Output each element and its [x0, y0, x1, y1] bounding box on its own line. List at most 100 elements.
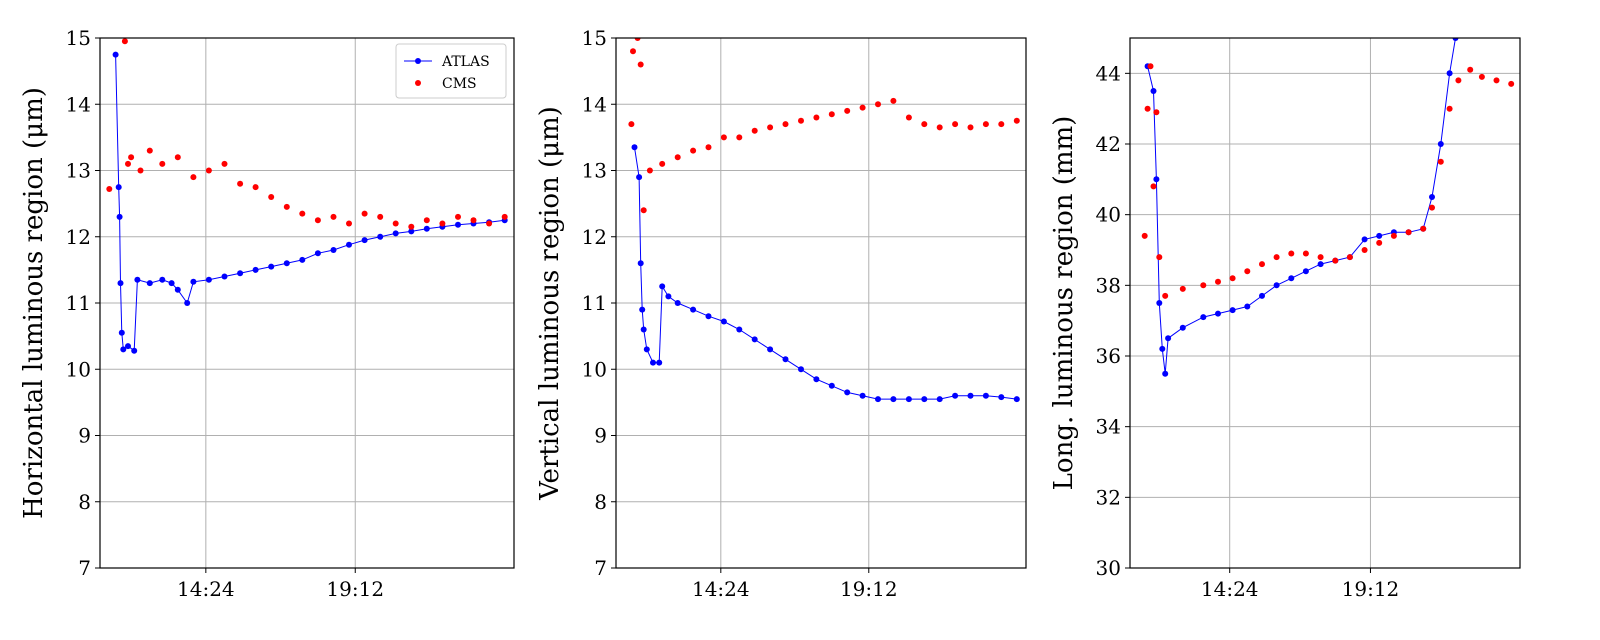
- x-tick-label: 19:12: [1342, 577, 1400, 601]
- chart-panel-1: 7 8 9 10 11 12 13 14 15 14:24 19:12 Horizontal lumi…: [19, 26, 515, 601]
- data-point-cms: [439, 220, 446, 227]
- data-point-atlas: [346, 241, 352, 248]
- data-point-cms: [859, 104, 866, 111]
- data-point-cms: [299, 210, 306, 217]
- data-point-atlas: [330, 247, 337, 253]
- data-point-atlas: [650, 359, 656, 366]
- data-point-atlas: [221, 273, 228, 280]
- data-point-atlas: [1429, 194, 1435, 200]
- data-point-cms: [408, 223, 415, 230]
- data-point-cms: [637, 61, 644, 68]
- y-tick-label: 38: [1096, 273, 1121, 297]
- data-point-atlas: [890, 396, 897, 403]
- data-point-atlas: [1179, 324, 1186, 331]
- data-point-cms: [828, 111, 835, 118]
- data-point-cms: [936, 124, 943, 131]
- data-point-cms: [1332, 257, 1339, 264]
- y-tick-label: 12: [66, 225, 91, 249]
- data-point-cms: [221, 160, 228, 167]
- data-point-atlas: [252, 266, 259, 273]
- data-point-atlas: [659, 283, 666, 290]
- data-point-atlas: [921, 396, 928, 403]
- data-point-cms: [982, 121, 989, 128]
- data-point-cms: [628, 121, 635, 128]
- data-point-cms: [659, 160, 666, 167]
- data-point-atlas: [736, 326, 743, 333]
- data-point-cms: [630, 48, 636, 55]
- x-tick-label: 19:12: [326, 577, 384, 601]
- data-point-atlas: [134, 276, 141, 283]
- y-tick-label: 8: [78, 490, 91, 514]
- data-point-cms: [121, 38, 128, 45]
- data-point-cms: [1302, 250, 1309, 257]
- legend-marker: [415, 80, 421, 86]
- y-tick-label: 15: [66, 26, 91, 50]
- data-point-cms: [205, 167, 212, 174]
- data-point-cms: [159, 160, 166, 167]
- series-cms: [106, 38, 508, 230]
- y-tick-label: 40: [1096, 203, 1121, 227]
- data-point-cms: [998, 121, 1005, 128]
- data-point-atlas: [643, 346, 650, 353]
- plot-frame: [1129, 37, 1521, 569]
- y-tick-label: 9: [594, 424, 607, 448]
- data-point-cms: [1288, 250, 1295, 257]
- data-point-atlas: [782, 356, 789, 363]
- y-axis-label: Long. luminous region (mm): [1049, 116, 1079, 491]
- x-tick-label: 14:24: [692, 577, 750, 601]
- y-tick-label: 9: [78, 424, 91, 448]
- data-point-cms: [952, 121, 959, 128]
- y-tick-label: 11: [582, 291, 607, 315]
- data-point-atlas: [798, 366, 804, 373]
- data-point-cms: [1150, 183, 1157, 190]
- data-point-cms: [690, 147, 697, 154]
- y-tick-label: 14: [66, 92, 91, 116]
- series-atlas: [112, 51, 508, 354]
- data-point-atlas: [120, 346, 127, 353]
- data-point-atlas: [690, 306, 697, 313]
- data-point-atlas: [283, 260, 290, 267]
- data-point-cms: [1478, 73, 1485, 80]
- data-point-cms: [392, 220, 399, 227]
- data-point-atlas: [637, 260, 644, 267]
- data-point-atlas: [146, 280, 153, 287]
- data-point-atlas: [1317, 261, 1324, 268]
- data-point-cms: [967, 124, 974, 131]
- data-point-atlas: [174, 286, 181, 293]
- data-point-cms: [1361, 247, 1368, 253]
- data-point-atlas: [1159, 345, 1166, 352]
- data-point-cms: [736, 134, 743, 141]
- data-point-cms: [314, 217, 321, 224]
- data-point-cms: [1346, 254, 1353, 261]
- data-point-cms: [1455, 77, 1462, 84]
- data-point-cms: [646, 167, 653, 174]
- y-tick-label: 44: [1096, 61, 1121, 85]
- data-point-cms: [174, 154, 181, 161]
- data-point-cms: [1244, 268, 1251, 275]
- legend: ATLAS CMS: [395, 43, 507, 99]
- y-tick-label: 32: [1096, 485, 1121, 509]
- data-point-cms: [128, 154, 135, 161]
- data-point-atlas: [1162, 370, 1169, 377]
- data-point-atlas: [1153, 176, 1160, 183]
- data-point-cms: [106, 186, 113, 192]
- data-point-atlas: [859, 392, 866, 399]
- data-point-atlas: [982, 392, 989, 399]
- data-point-cms: [782, 121, 789, 128]
- data-point-atlas: [116, 213, 123, 220]
- data-point-cms: [1215, 278, 1221, 285]
- data-point-atlas: [720, 318, 727, 325]
- data-point-atlas: [1446, 70, 1453, 77]
- data-point-cms: [1141, 232, 1148, 239]
- data-point-cms: [268, 194, 275, 200]
- data-point-atlas: [377, 233, 384, 240]
- data-point-cms: [751, 127, 758, 134]
- data-point-cms: [361, 210, 368, 217]
- data-point-cms: [1317, 254, 1324, 261]
- data-point-cms: [905, 114, 912, 121]
- data-point-cms: [346, 220, 352, 227]
- data-point-atlas: [1259, 292, 1265, 299]
- data-point-cms: [1179, 285, 1186, 292]
- data-point-atlas: [1150, 88, 1157, 94]
- data-point-atlas: [1361, 236, 1368, 243]
